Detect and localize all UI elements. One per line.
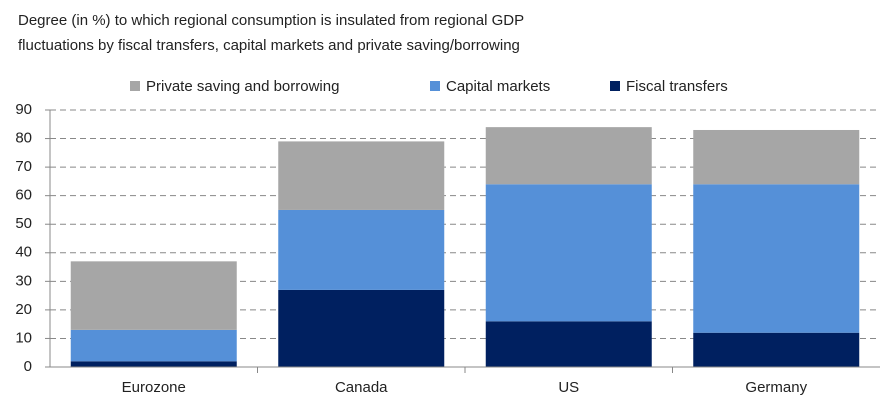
bar-segment — [693, 332, 860, 367]
y-tick-label: 20 — [15, 301, 32, 318]
legend-swatch — [430, 81, 440, 91]
bar-segment — [70, 329, 237, 362]
y-tick-label: 80 — [15, 130, 32, 147]
bar-segment — [485, 184, 652, 322]
bar-segment — [693, 184, 860, 333]
bar-segment — [70, 361, 237, 367]
legend-swatch — [130, 81, 140, 91]
y-tick-label: 50 — [15, 215, 32, 232]
chart-subtitle: fluctuations by fiscal transfers, capita… — [18, 37, 520, 54]
y-tick-label: 60 — [15, 187, 32, 204]
bar-segment — [278, 141, 445, 210]
legend-label: Private saving and borrowing — [146, 78, 339, 95]
x-tick-label: Germany — [745, 379, 807, 396]
y-tick-label: 0 — [24, 358, 32, 375]
chart-title: Degree (in %) to which regional consumpt… — [18, 12, 524, 29]
legend-swatch — [610, 81, 620, 91]
legend-label: Fiscal transfers — [626, 78, 728, 95]
bar-segment — [278, 289, 445, 367]
x-tick-label: Eurozone — [122, 379, 186, 396]
x-tick-label: US — [558, 379, 579, 396]
y-tick-label: 10 — [15, 329, 32, 346]
x-tick-label: Canada — [335, 379, 388, 396]
bar-segment — [278, 209, 445, 290]
legend-label: Capital markets — [446, 78, 550, 95]
bar-segment — [693, 129, 860, 185]
y-tick-label: 40 — [15, 244, 32, 261]
y-tick-label: 70 — [15, 158, 32, 175]
bar-segment — [70, 261, 237, 330]
y-tick-label: 30 — [15, 272, 32, 289]
y-tick-label: 90 — [15, 101, 32, 118]
bar-segment — [485, 127, 652, 185]
bar-segment — [485, 321, 652, 367]
